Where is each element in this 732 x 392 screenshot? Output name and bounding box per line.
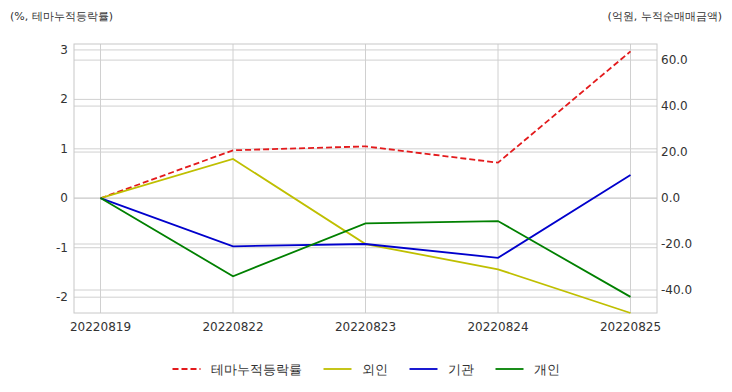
y-tick-label: 3: [60, 43, 68, 57]
plot-frame: [74, 44, 657, 313]
y-grid: [74, 297, 657, 298]
y2-grid: [74, 290, 657, 291]
y-grid: [74, 99, 657, 100]
grid: [74, 44, 657, 313]
y2-grid: [74, 152, 657, 153]
y-tick-label: 0: [60, 191, 68, 205]
x-grid: [498, 44, 499, 313]
series-line: [101, 51, 631, 198]
y2-grid: [74, 106, 657, 107]
y-grid: [74, 247, 657, 248]
y2-axis-label: (억원, 누적순매매금액): [607, 10, 722, 23]
legend-swatch: [410, 368, 438, 370]
series-line: [101, 159, 631, 313]
y-grid: [74, 49, 657, 50]
y2-tick-label: -20.0: [661, 237, 692, 251]
y2-tick-label: 20.0: [661, 145, 688, 159]
x-tick-label: 20220819: [70, 320, 131, 334]
x-grid: [630, 44, 631, 313]
y-tick-label: 1: [60, 142, 68, 156]
y2-grid: [74, 60, 657, 61]
legend-label: 테마누적등락률: [211, 362, 302, 377]
y-tick-label: -2: [56, 290, 68, 304]
legend-swatch: [496, 368, 524, 370]
y-axis-label: (%, 테마누적등락률): [10, 10, 113, 23]
legend: 테마누적등락률 외인 기관 개인: [173, 362, 560, 377]
x-tick-label: 20220822: [202, 320, 263, 334]
legend-swatch: [324, 368, 352, 370]
series-group: [101, 51, 631, 313]
y2-tick-label: 60.0: [661, 53, 688, 67]
legend-label: 기관: [448, 362, 474, 377]
x-grid: [233, 44, 234, 313]
x-grid: [365, 44, 366, 313]
y-grid: [74, 148, 657, 149]
x-grid: [100, 44, 101, 313]
x-tick-label: 20220823: [335, 320, 396, 334]
legend-label: 외인: [362, 362, 388, 377]
legend-label: 개인: [534, 362, 560, 377]
y-tick-label: 2: [60, 92, 68, 106]
legend-swatch: [173, 368, 201, 370]
y2-tick-label: -40.0: [661, 283, 692, 297]
y2-tick-label: 0.0: [661, 191, 680, 205]
y-grid: [74, 198, 657, 199]
x-tick-label: 20220824: [467, 320, 528, 334]
y2-tick-label: 40.0: [661, 99, 688, 113]
y-tick-label: -1: [56, 241, 68, 255]
series-line: [101, 198, 631, 297]
x-tick-label: 20220825: [600, 320, 661, 334]
y2-grid: [74, 198, 657, 199]
